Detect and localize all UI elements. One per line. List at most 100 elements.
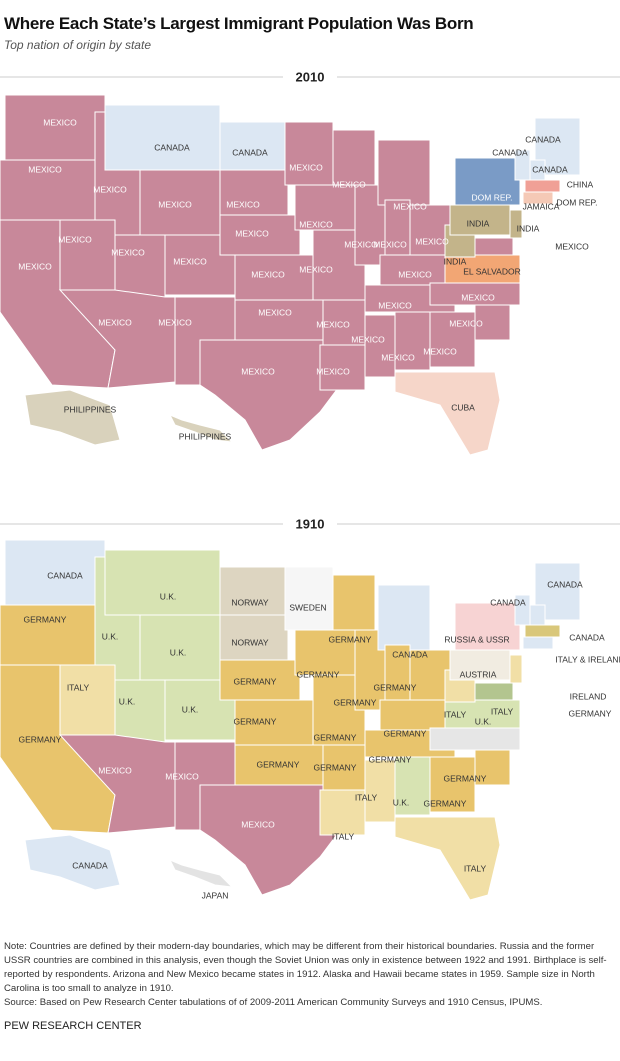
state-label: INDIA: [467, 218, 490, 228]
source: Source: Based on Pew Research Center tab…: [4, 997, 543, 1008]
state-label: CANADA: [392, 649, 428, 659]
state-label: U.K.: [170, 647, 187, 657]
state-label: MEXICO: [415, 236, 449, 246]
state-label: MEXICO: [158, 199, 192, 209]
state: [319, 789, 366, 836]
state: [384, 199, 411, 256]
state-label: U.K.: [102, 631, 119, 641]
state: [429, 311, 476, 368]
state: [429, 727, 521, 751]
state-label: MEXICO: [98, 765, 132, 775]
state: [509, 654, 523, 684]
state-label: MEXICO: [241, 366, 275, 376]
state-label: MEXICO: [43, 117, 77, 127]
state-label: GERMANY: [334, 697, 377, 707]
state-label: RUSSIA & USSR: [444, 634, 509, 644]
state: [219, 566, 286, 616]
state: [219, 614, 289, 661]
year-box: [283, 67, 337, 87]
state-label: GERMANY: [384, 728, 427, 738]
map: 1910 CANADA GERMANY U.K. NORWAY SWEDEN U.K. U.K…: [0, 514, 620, 901]
state: [394, 756, 431, 816]
state-label: MEXICO: [332, 179, 366, 189]
state-label: MEXICO: [449, 318, 483, 328]
state-label: MEXICO: [373, 239, 407, 249]
state-label: GERMANY: [297, 669, 340, 679]
state: [474, 749, 511, 786]
state-label: MEXICO: [173, 256, 207, 266]
state-label: EL SALVADOR: [463, 266, 520, 276]
title: Where Each State’s Largest Immigrant Pop…: [4, 14, 474, 33]
state: [364, 759, 396, 823]
state-label: ITALY: [355, 792, 378, 802]
state-label: MEXICO: [165, 771, 199, 781]
state-label: ITALY: [67, 682, 90, 692]
state-label: GERMANY: [314, 762, 357, 772]
footer: PEW RESEARCH CENTER: [4, 1020, 142, 1032]
state-label: MEXICO: [316, 319, 350, 329]
state-label: IRELAND: [570, 691, 607, 701]
state: [379, 254, 451, 286]
year-label: 1910: [296, 516, 325, 531]
notes: Note: Countries are defined by their mod…: [4, 940, 616, 1010]
state: [509, 209, 523, 239]
state: [284, 121, 334, 186]
state: [409, 204, 451, 256]
state-label: MEXICO: [226, 199, 260, 209]
state-label: U.K.: [119, 696, 136, 706]
state: [377, 139, 431, 206]
state-label: MEXICO: [98, 317, 132, 327]
state: [524, 624, 561, 638]
state-label: CANADA: [154, 142, 190, 152]
state-label: MEXICO: [351, 334, 385, 344]
maps: 2010 MEXICO MEXICO MEXICO MEXICO MEXICO CANADA…: [0, 67, 620, 901]
state-label: CANADA: [47, 570, 83, 580]
state-label: PHILIPPINES: [64, 404, 117, 414]
state: [322, 299, 366, 346]
state-label: ITALY: [444, 709, 467, 719]
state-label: CANADA: [547, 579, 583, 589]
state: [394, 816, 501, 901]
state-label: JAMAICA: [523, 201, 560, 211]
state-label: CANADA: [532, 164, 568, 174]
state-label: CANADA: [490, 597, 526, 607]
state-label: GERMANY: [19, 734, 62, 744]
state-label: MEXICO: [316, 366, 350, 376]
state: [474, 682, 514, 701]
state: [449, 204, 511, 236]
state: [59, 664, 116, 736]
state-label: MEXICO: [58, 234, 92, 244]
state: [139, 614, 221, 681]
state-label: CANADA: [492, 147, 528, 157]
state: [474, 237, 514, 256]
state-label: CANADA: [232, 147, 268, 157]
state-label: MEXICO: [289, 162, 323, 172]
state: [168, 414, 234, 443]
state: [0, 159, 96, 221]
state-label: MEXICO: [28, 164, 62, 174]
state: [114, 679, 166, 743]
state: [104, 549, 221, 616]
state-label: MEXICO: [18, 261, 52, 271]
state: [332, 129, 376, 186]
state-label: MEXICO: [378, 300, 412, 310]
state-label: MEXICO: [461, 292, 495, 302]
state-label: MEXICO: [158, 317, 192, 327]
state: [219, 121, 286, 171]
map: 2010 MEXICO MEXICO MEXICO MEXICO MEXICO CANADA…: [0, 67, 620, 456]
state: [4, 94, 106, 161]
state: [379, 699, 451, 731]
state: [284, 566, 334, 631]
state-label: NORWAY: [231, 637, 268, 647]
state: [114, 234, 166, 298]
state-label: MEXICO: [381, 352, 415, 362]
state: [454, 602, 521, 651]
state-label: MEXICO: [555, 241, 589, 251]
state: [332, 574, 376, 631]
state-label: MEXICO: [393, 201, 427, 211]
state-label: CANADA: [525, 134, 561, 144]
state: [234, 699, 314, 746]
state: [24, 834, 121, 891]
state-label: GERMANY: [314, 732, 357, 742]
